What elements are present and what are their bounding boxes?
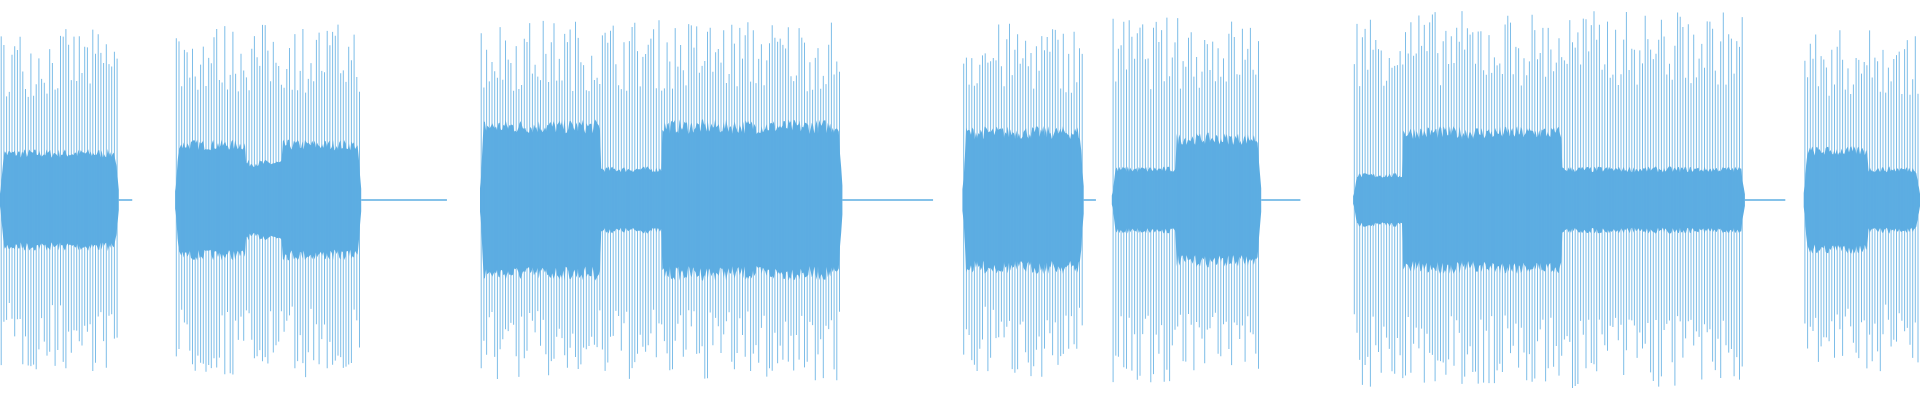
wave-spikes [1804, 30, 1919, 372]
wave-core [0, 148, 119, 252]
wave-spikes [1112, 17, 1259, 383]
wave-spikes [963, 23, 1083, 377]
wave-spikes [0, 29, 118, 371]
wave-spikes [1353, 11, 1743, 388]
wave-core [1353, 126, 1745, 274]
wave-spikes [175, 24, 360, 378]
wave-spikes [480, 20, 840, 381]
